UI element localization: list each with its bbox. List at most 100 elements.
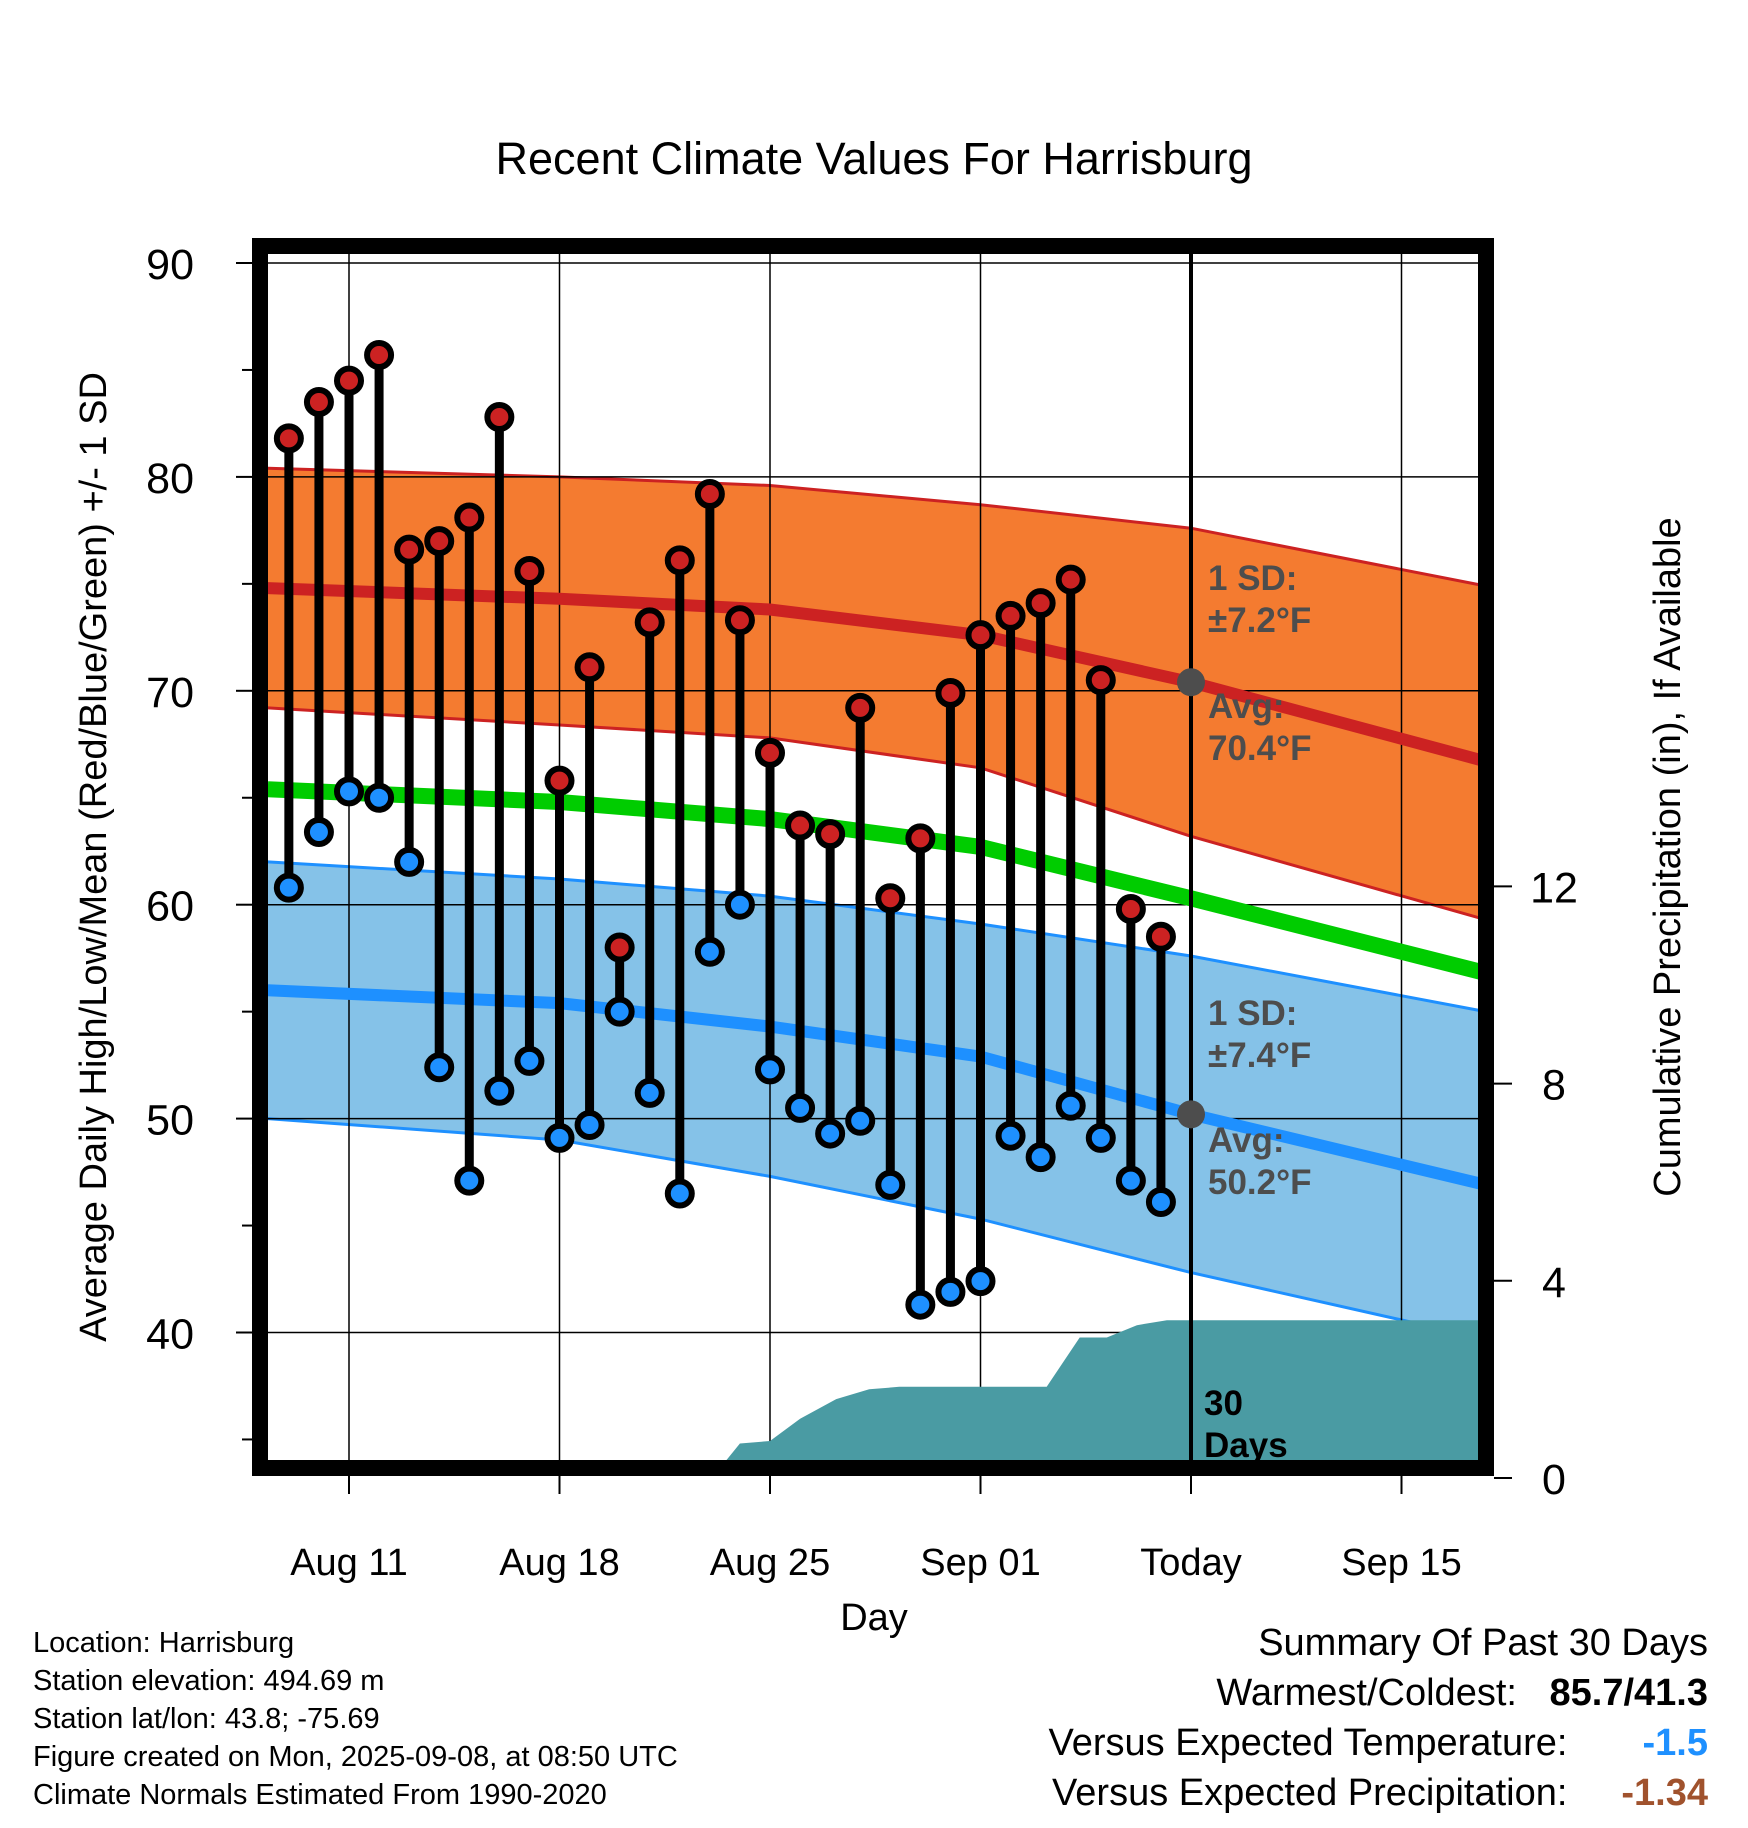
y2-tick-label-4: 4 [1542,1259,1566,1307]
high-point-20 [845,692,876,723]
high-point-23 [935,677,966,708]
low-point-8 [484,1075,515,1106]
high-point-18 [785,810,816,841]
y2-tick-label-12: 12 [1530,864,1578,912]
low-sd-band [267,861,1486,1339]
high-point-2 [303,387,334,418]
high-avg-annotation: Avg: 70.4°F [1208,687,1312,768]
precip-label: Versus Expected Precipitation: [1052,1772,1568,1814]
low-point-4 [364,782,395,813]
today-low-avg-marker [1177,1100,1205,1129]
warm-cold-row: Warmest/Coldest: 85.7/41.3 [1049,1668,1708,1718]
high-point-17 [755,737,785,768]
x-tick-label-5: Sep 15 [1341,1542,1461,1584]
y-tick-label-80: 80 [146,455,194,503]
high-point-14 [664,545,695,576]
x-tick-label-0: Aug 11 [290,1542,408,1584]
precip-row: Versus Expected Precipitation: -1.34 [1049,1768,1708,1818]
high-point-12 [604,932,635,963]
low-sd-annotation: 1 SD: ±7.4°F [1208,994,1311,1075]
low-point-29 [1115,1165,1146,1196]
y-tick-label-70: 70 [146,669,194,717]
x-tick-label-3: Sep 01 [920,1542,1040,1584]
high-point-11 [574,652,605,683]
plot-frame [252,238,1494,1476]
high-point-7 [454,502,485,533]
low-point-13 [634,1077,665,1108]
high-point-8 [484,402,515,433]
low-point-27 [1055,1090,1086,1121]
high-point-28 [1085,665,1116,696]
low-point-18 [785,1092,816,1123]
low-point-2 [303,816,334,847]
low-point-24 [965,1266,996,1297]
x-axis-label: Day [840,1597,908,1639]
low-point-17 [755,1054,785,1085]
low-point-14 [664,1178,695,1209]
low-band-upper-edge [267,860,1486,1014]
high-point-5 [394,534,425,565]
summary-panel: Summary Of Past 30 Days Warmest/Coldest:… [1049,1618,1708,1818]
location-text: Location: Harrisburg [33,1627,295,1659]
warm-cold-label: Warmest/Coldest: [1216,1672,1517,1714]
summary-title: Summary Of Past 30 Days [1258,1622,1708,1664]
low-avg-annotation: Avg: 50.2°F [1208,1121,1312,1202]
high-point-29 [1115,893,1146,924]
low-point-7 [454,1165,485,1196]
y-tick-label-40: 40 [146,1311,194,1359]
station-info: Location: Harrisburg Station elevation: … [33,1624,678,1814]
high-point-16 [724,605,755,636]
high-band-upper-edge [267,466,1486,588]
x-tick-label-4: Today [1140,1542,1241,1584]
days-annotation: 30 Days [1204,1384,1288,1465]
elevation-text: Station elevation: 494.69 m [33,1665,385,1697]
low-point-9 [514,1045,545,1076]
low-point-3 [334,776,364,807]
low-point-12 [604,996,635,1027]
high-point-15 [694,479,725,510]
y-tick-label-60: 60 [146,883,194,931]
high-point-27 [1055,564,1086,595]
created-text: Figure created on Mon, 2025-09-08, at 08… [33,1741,678,1773]
high-point-13 [634,607,665,638]
x-tick-label-1: Aug 18 [499,1542,619,1584]
low-point-25 [995,1120,1026,1151]
low-point-30 [1145,1187,1176,1218]
low-point-23 [935,1276,966,1307]
high-sd-band [267,468,1486,920]
normals-text: Climate Normals Estimated From 1990-2020 [33,1779,607,1811]
low-point-15 [694,936,725,967]
precip-value: -1.34 [1621,1772,1708,1814]
high-point-19 [815,819,846,850]
y-axis-label: Average Daily High/Low/Mean (Red/Blue/Gr… [73,372,115,1342]
low-point-28 [1085,1122,1116,1153]
y-tick-label-50: 50 [146,1097,194,1145]
high-point-25 [995,600,1026,631]
low-point-6 [424,1052,455,1083]
high-point-9 [514,556,545,587]
low-point-22 [905,1289,936,1320]
y2-tick-label-8: 8 [1542,1062,1566,1110]
low-point-1 [273,872,304,903]
y2-axis-label: Cumulative Precipitation (in), If Availa… [1647,517,1689,1196]
normal-high-line [267,582,1486,768]
low-point-16 [724,889,755,920]
high-point-3 [334,365,364,396]
low-point-11 [574,1110,605,1141]
y2-tick-label-0: 0 [1542,1456,1566,1504]
high-point-21 [875,883,906,914]
high-band-lower-edge [267,706,1486,922]
latlon-text: Station lat/lon: 43.8; -75.69 [33,1703,380,1735]
high-point-26 [1025,588,1056,619]
chart-title: Recent Climate Values For Harrisburg [496,133,1253,184]
y-tick-label-90: 90 [146,241,194,289]
x-tick-label-2: Aug 25 [710,1542,830,1584]
normal-low-line [267,984,1486,1191]
low-band-lower-edge [267,1117,1486,1341]
low-point-26 [1025,1142,1056,1173]
low-point-10 [544,1122,575,1153]
low-point-21 [875,1169,906,1200]
high-point-6 [424,526,455,557]
temp-value: -1.5 [1642,1722,1708,1764]
